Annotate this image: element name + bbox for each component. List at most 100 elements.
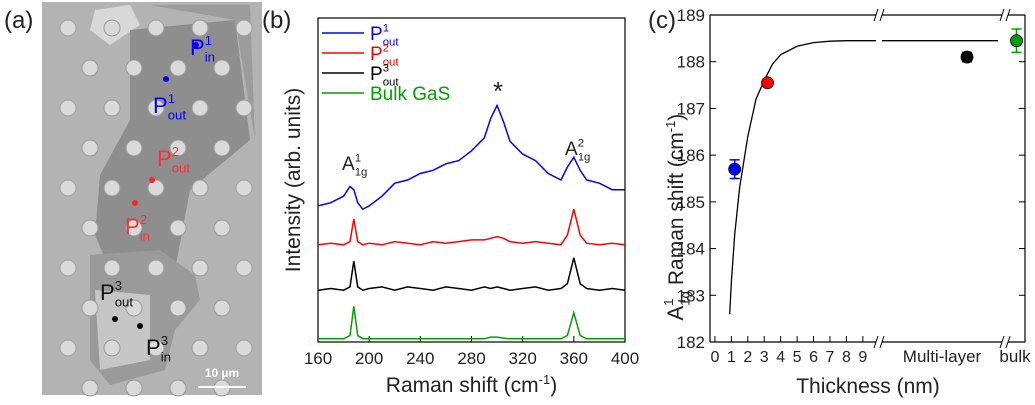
hole xyxy=(169,139,187,157)
spot-label: P xyxy=(190,35,205,60)
spectrum xyxy=(317,257,626,292)
hole xyxy=(169,379,187,397)
hole xyxy=(103,19,121,37)
spot-label-sub: in xyxy=(205,50,215,65)
peak-label: A xyxy=(342,154,355,175)
hole xyxy=(81,219,99,237)
y-axis-label: Intensity (arb. units) xyxy=(282,88,305,272)
x-tick-label: 400 xyxy=(611,349,639,368)
y-tick-label: 188 xyxy=(677,53,705,72)
x-tick-label: 200 xyxy=(355,349,383,368)
hole xyxy=(125,139,143,157)
legend-label-sup: 1 xyxy=(383,22,389,34)
peak-label: A xyxy=(565,139,578,160)
hole xyxy=(169,219,187,237)
axis-break xyxy=(999,8,1005,22)
hole xyxy=(103,259,121,277)
hole xyxy=(191,99,209,117)
hole xyxy=(213,299,231,317)
x-tick-label: 360 xyxy=(560,349,588,368)
y-axis-text-main: Raman shift (cm xyxy=(665,132,688,285)
spot-label: P xyxy=(157,146,172,171)
spot-label-sup: 2 xyxy=(140,212,147,227)
hole xyxy=(235,19,253,37)
y-axis-text-tail: ) xyxy=(665,114,688,121)
y-tick-label: 183 xyxy=(677,286,705,305)
hole xyxy=(235,99,253,117)
x-axis-label: Raman shift (cm-1) xyxy=(386,372,557,397)
hole xyxy=(81,299,99,317)
spot xyxy=(163,76,169,82)
spot-label-sub: in xyxy=(140,229,150,244)
x-tick-label: 7 xyxy=(826,349,835,366)
hole xyxy=(235,179,253,197)
hole xyxy=(103,339,121,357)
panel-label: (b) xyxy=(262,7,291,34)
axis-break xyxy=(1005,8,1011,22)
y-axis-symbol-sub: 1g xyxy=(678,291,693,306)
spot-label: P xyxy=(153,93,168,118)
plot-frame xyxy=(317,17,626,343)
hole xyxy=(169,299,187,317)
hole xyxy=(213,219,231,237)
panel-label: (c) xyxy=(648,7,676,34)
hole xyxy=(147,259,165,277)
legend-label-sub: out xyxy=(383,77,400,89)
y-tick-label: 187 xyxy=(677,99,705,118)
legend-label: P xyxy=(370,64,383,85)
peak-label-sub: 1g xyxy=(578,152,591,164)
y-tick-label: 182 xyxy=(677,333,705,352)
x-tick-label: 5 xyxy=(793,349,802,366)
flake xyxy=(150,5,255,140)
spot-label-sub: in xyxy=(161,350,171,365)
hole xyxy=(213,59,231,77)
spot-label: P xyxy=(100,280,115,305)
spectrum xyxy=(318,306,625,340)
hole xyxy=(147,339,165,357)
spot xyxy=(137,323,143,329)
legend-label-sup: 3 xyxy=(383,62,389,74)
hole xyxy=(59,19,77,37)
x-tick-label: 0 xyxy=(710,349,719,366)
spot-label-sup: 1 xyxy=(205,33,212,48)
data-point xyxy=(960,50,974,64)
x-tick-label: 8 xyxy=(842,349,851,366)
x-axis-label-tail: ) xyxy=(550,374,557,397)
spot-label-sub: out xyxy=(115,295,134,310)
y-tick-label: 186 xyxy=(677,146,705,165)
x-tick-label: 3 xyxy=(760,349,769,366)
x-tick-label: 160 xyxy=(304,349,332,368)
x-tick-label: 240 xyxy=(406,349,434,368)
x-tick-label: 9 xyxy=(858,349,867,366)
hole xyxy=(235,339,253,357)
hole xyxy=(59,179,77,197)
spot-label-sup: 3 xyxy=(161,333,168,348)
peak-label-sup: 1 xyxy=(355,152,361,164)
x-tick-label: 6 xyxy=(809,349,818,366)
legend-label: P xyxy=(370,44,383,65)
hole xyxy=(59,259,77,277)
axis-break xyxy=(999,335,1005,349)
micrograph: 10 µm xyxy=(42,2,262,397)
hole xyxy=(81,59,99,77)
hole xyxy=(191,259,209,277)
data-point xyxy=(1010,34,1023,48)
hole xyxy=(147,99,165,117)
data-point xyxy=(728,162,742,176)
x-tick-label: 2 xyxy=(743,349,752,366)
x-tick-label: 4 xyxy=(776,349,785,366)
legend-label-sup: 2 xyxy=(383,42,389,54)
hole xyxy=(147,19,165,37)
y-tick-label: 184 xyxy=(677,240,705,259)
hole xyxy=(147,179,165,197)
x-category-label: Multi-layer xyxy=(903,347,982,366)
y-axis-text-sup: -1 xyxy=(663,121,678,133)
hole xyxy=(59,99,77,117)
axis-break xyxy=(1005,335,1011,349)
spot-label: P xyxy=(146,335,161,360)
legend-label: P xyxy=(370,24,383,45)
spot xyxy=(149,177,155,183)
spot-label: P xyxy=(125,214,140,239)
y-tick-label: 185 xyxy=(677,193,705,212)
